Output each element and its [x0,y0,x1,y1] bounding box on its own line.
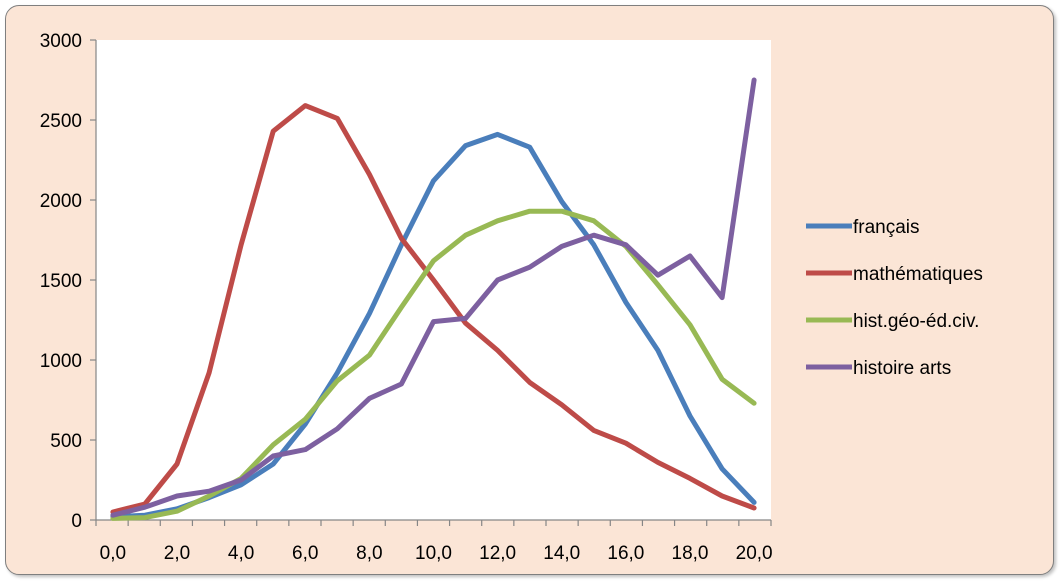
x-tick-label: 20,0 [736,543,773,564]
y-tick-label: 1500 [40,271,82,292]
y-axis-tick-labels: 0 500 1000 1500 2000 2500 3000 [40,31,82,532]
legend-label-2: hist.géo-éd.civ. [853,311,979,332]
y-tick-label: 3000 [40,31,82,52]
y-tick-label: 1000 [40,351,82,372]
series-lines [110,77,757,521]
legend-label-1: mathématiques [853,264,983,285]
series-line-0 [110,131,757,520]
series-line-3 [110,77,757,518]
x-tick-label: 10,0 [415,543,452,564]
x-tick-label: 6,0 [292,543,318,564]
x-axis-tick-labels: 0,0 2,0 4,0 6,0 8,0 10,0 12,0 14,0 16,0 18,0 20,0 [100,543,773,564]
x-tick-label: 2,0 [164,543,190,564]
x-tick-label: 4,0 [228,543,254,564]
x-tick-label: 14,0 [543,543,580,564]
x-tick-label: 18,0 [672,543,709,564]
x-tick-label: 8,0 [356,543,382,564]
series-line-2 [110,208,757,521]
legend-label-3: histoire arts [853,358,951,379]
series-line-1 [110,103,757,515]
y-tick-label: 500 [50,431,82,452]
axes [90,39,772,526]
x-tick-label: 0,0 [100,543,126,564]
x-tick-label: 16,0 [607,543,644,564]
legend: français mathématiques hist.géo-éd.civ. his… [806,217,983,379]
y-tick-label: 2500 [40,111,82,132]
legend-label-0: français [853,217,920,238]
y-tick-label: 2000 [40,191,82,212]
y-tick-label: 0 [71,511,82,532]
x-tick-label: 12,0 [479,543,516,564]
